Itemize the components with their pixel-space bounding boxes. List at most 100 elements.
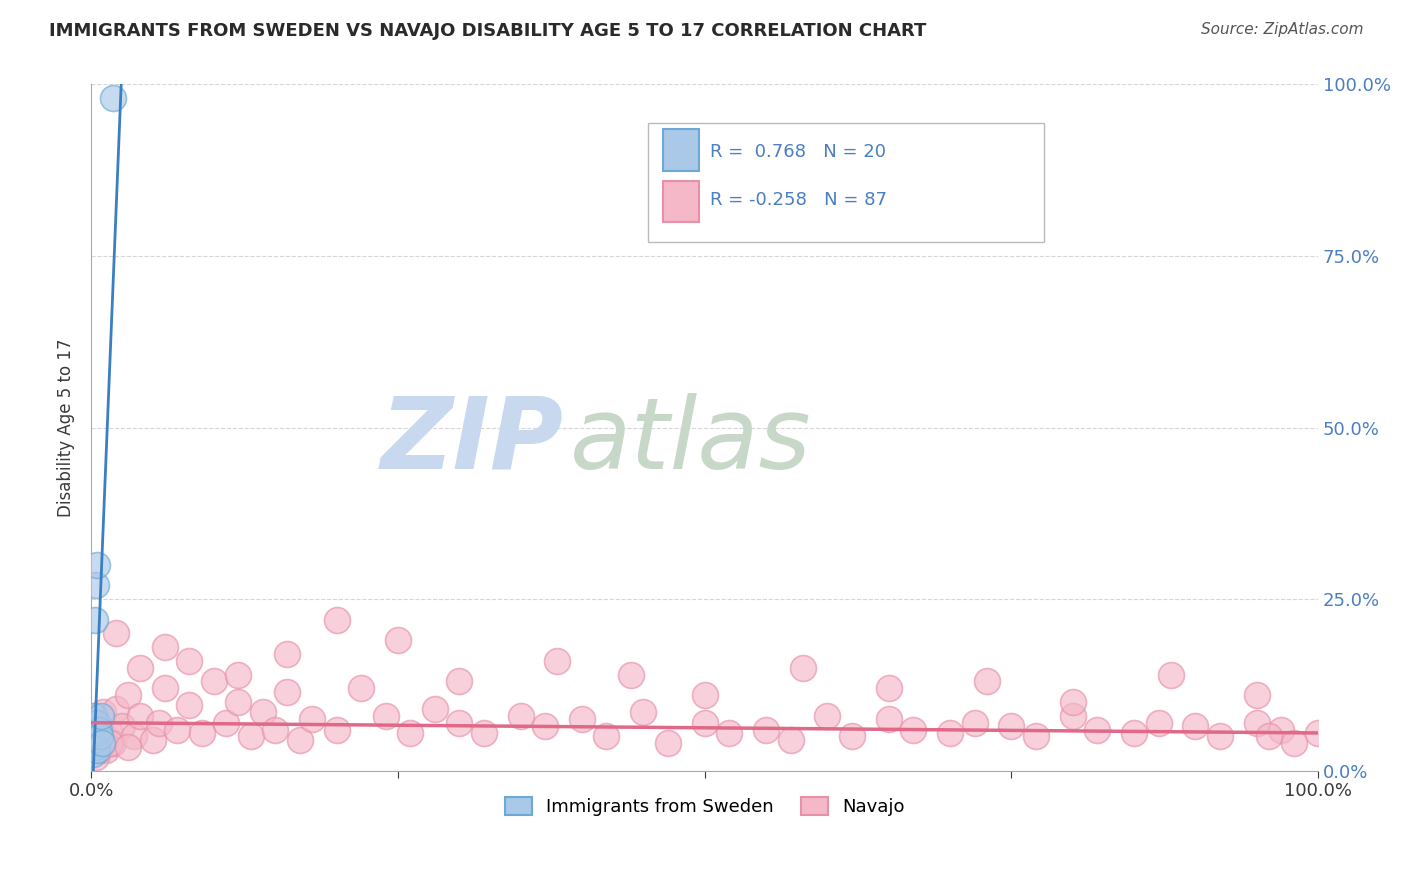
Point xyxy=(83,739,105,754)
Point xyxy=(87,723,110,737)
Point xyxy=(903,723,925,737)
Point xyxy=(91,736,114,750)
Point xyxy=(423,702,446,716)
Point xyxy=(129,708,152,723)
Point xyxy=(104,702,127,716)
Point xyxy=(1147,715,1170,730)
Point xyxy=(202,674,225,689)
Point xyxy=(325,723,347,737)
Point xyxy=(718,726,741,740)
Point xyxy=(166,723,188,737)
Point xyxy=(98,726,121,740)
Point xyxy=(1209,730,1232,744)
Point xyxy=(350,681,373,696)
Point xyxy=(103,91,125,105)
Text: R =  0.768   N = 20: R = 0.768 N = 20 xyxy=(710,143,886,161)
Text: ZIP: ZIP xyxy=(381,392,564,490)
Point xyxy=(877,712,900,726)
Point xyxy=(301,712,323,726)
Point xyxy=(276,647,298,661)
Point xyxy=(86,715,108,730)
Point xyxy=(939,726,962,740)
Point xyxy=(1062,708,1084,723)
Point xyxy=(1270,723,1292,737)
Point xyxy=(83,736,105,750)
Point xyxy=(815,708,838,723)
Point xyxy=(693,715,716,730)
Point xyxy=(1258,730,1281,744)
Point xyxy=(534,719,557,733)
Point xyxy=(148,715,170,730)
Point xyxy=(755,723,778,737)
Point xyxy=(1246,715,1268,730)
Point xyxy=(86,743,108,757)
Point xyxy=(190,726,212,740)
Y-axis label: Disability Age 5 to 17: Disability Age 5 to 17 xyxy=(58,338,75,516)
Point xyxy=(288,732,311,747)
Point xyxy=(1160,667,1182,681)
Point xyxy=(87,743,110,757)
Point xyxy=(84,732,107,747)
Point xyxy=(103,736,125,750)
Point xyxy=(841,730,863,744)
Point xyxy=(86,558,108,572)
Point xyxy=(122,730,145,744)
Point xyxy=(1085,723,1108,737)
Point xyxy=(1123,726,1146,740)
Point xyxy=(89,730,111,744)
Point xyxy=(93,706,115,720)
Point xyxy=(276,685,298,699)
Point xyxy=(83,723,105,737)
Point xyxy=(84,726,107,740)
Point xyxy=(129,661,152,675)
Point xyxy=(264,723,287,737)
Point xyxy=(657,736,679,750)
Text: R = -0.258   N = 87: R = -0.258 N = 87 xyxy=(710,191,887,209)
Point xyxy=(779,732,801,747)
Legend: Immigrants from Sweden, Navajo: Immigrants from Sweden, Navajo xyxy=(498,789,912,823)
Point xyxy=(228,667,250,681)
Point xyxy=(83,739,105,754)
Point xyxy=(976,674,998,689)
Point xyxy=(82,743,104,757)
Point xyxy=(90,723,112,737)
Point xyxy=(179,698,201,713)
Point xyxy=(98,736,121,750)
Point xyxy=(83,613,105,627)
Point xyxy=(1025,730,1047,744)
Point xyxy=(111,719,134,733)
Point xyxy=(215,715,238,730)
Point xyxy=(1246,688,1268,702)
Point xyxy=(509,708,531,723)
Text: atlas: atlas xyxy=(569,392,811,490)
Point xyxy=(595,730,617,744)
Point xyxy=(83,715,105,730)
Point xyxy=(153,640,176,655)
Point xyxy=(84,750,107,764)
Point xyxy=(374,708,396,723)
Point xyxy=(228,695,250,709)
Point xyxy=(82,730,104,744)
Point xyxy=(546,654,568,668)
Point xyxy=(82,730,104,744)
Point xyxy=(1062,695,1084,709)
Point xyxy=(239,730,262,744)
Point xyxy=(877,681,900,696)
Point xyxy=(117,739,139,754)
Point xyxy=(104,626,127,640)
Point xyxy=(399,726,422,740)
Point xyxy=(693,688,716,702)
Point xyxy=(84,578,107,592)
Point xyxy=(472,726,495,740)
Point xyxy=(387,633,409,648)
Point xyxy=(633,706,655,720)
Point xyxy=(449,715,471,730)
Point xyxy=(571,712,593,726)
Point xyxy=(963,715,986,730)
Point xyxy=(86,732,108,747)
Point xyxy=(1282,736,1305,750)
Point xyxy=(325,613,347,627)
Point xyxy=(1000,719,1022,733)
Point xyxy=(620,667,643,681)
Point xyxy=(1184,719,1206,733)
